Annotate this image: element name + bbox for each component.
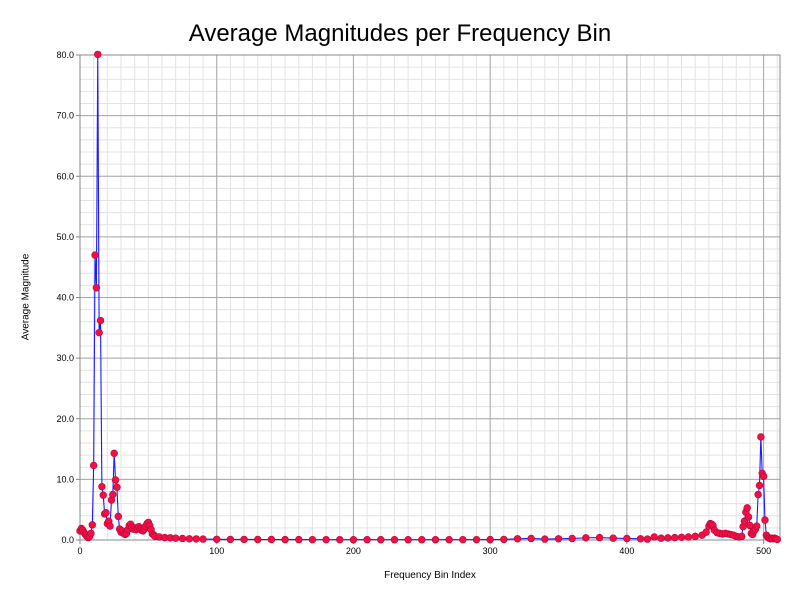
data-point [500,535,508,544]
data-point [98,482,106,491]
data-point [213,535,221,543]
data-point [89,461,98,470]
data-point [92,284,101,292]
series-markers [76,50,781,544]
x-tick-label: 400 [619,546,634,556]
data-point [513,535,522,543]
data-point [185,535,194,543]
data-point [472,535,481,544]
x-axis-label: Frequency Bin Index [384,570,476,581]
data-point [671,533,679,542]
data-point [172,534,180,542]
data-point [643,535,652,543]
data-point [377,535,385,544]
x-tick-label: 200 [346,546,361,556]
data-point [757,433,765,441]
data-point [192,535,200,543]
data-point [113,483,121,491]
y-tick-label: 30.0 [56,353,74,363]
data-point [554,535,563,543]
data-point [336,535,344,544]
data-point [349,535,358,544]
y-tick-label: 40.0 [56,293,74,303]
data-point [743,504,751,512]
data-point [582,534,590,542]
data-point [657,534,665,542]
data-point [541,535,549,543]
y-axis-ticks: 0.0 10.0 20.0 30.0 40.0 50.0 60.0 70.0 80.0 [56,50,80,545]
data-point [459,535,467,544]
data-point [753,522,761,530]
data-point [418,535,426,544]
data-point [295,535,303,544]
y-tick-label: 70.0 [56,111,74,121]
data-point [773,535,781,544]
data-point [761,516,769,524]
data-point [445,535,453,544]
data-point [87,529,95,538]
y-tick-label: 50.0 [56,232,74,242]
x-tick-label: 500 [756,546,771,556]
data-point [568,534,576,543]
data-point [404,535,412,544]
data-point [486,535,494,544]
x-tick-label: 0 [77,546,82,556]
data-point [664,534,672,542]
data-point [702,528,710,536]
data-point [636,535,645,543]
data-point [96,316,105,325]
data-point [684,533,693,541]
data-point [254,535,262,544]
data-point [91,251,99,259]
data-point [595,533,604,542]
data-point [677,533,686,541]
data-point [95,328,103,337]
data-point [281,535,289,544]
chart-title: Average Magnitudes per Frequency Bin [188,20,612,47]
data-point [390,535,399,544]
data-point [94,50,102,59]
y-tick-label: 0.0 [61,535,74,545]
data-point [99,491,107,499]
y-tick-label: 20.0 [56,414,74,424]
data-point [431,535,440,544]
data-point [527,534,535,543]
data-point [363,535,371,544]
data-point [88,521,97,529]
data-point [199,535,207,543]
data-point [609,534,617,542]
data-point [755,481,764,490]
data-point [178,534,187,543]
data-point [754,490,762,499]
data-point [110,449,118,458]
data-point [111,476,120,484]
y-tick-label: 10.0 [56,474,74,484]
data-point [114,512,122,521]
data-point [267,535,276,544]
data-point [322,535,330,544]
data-point [738,532,746,541]
x-tick-label: 100 [209,546,224,556]
data-point [308,535,317,544]
y-tick-label: 80.0 [56,50,74,60]
data-point [109,490,117,499]
data-point [691,532,699,541]
data-point [106,522,114,530]
data-point [623,534,631,543]
data-point [226,535,235,544]
y-tick-label: 60.0 [56,171,74,181]
data-point [744,513,753,521]
data-point [240,535,248,544]
data-point [759,472,768,481]
data-point [102,509,110,517]
x-tick-label: 300 [483,546,498,556]
data-point [650,533,658,541]
